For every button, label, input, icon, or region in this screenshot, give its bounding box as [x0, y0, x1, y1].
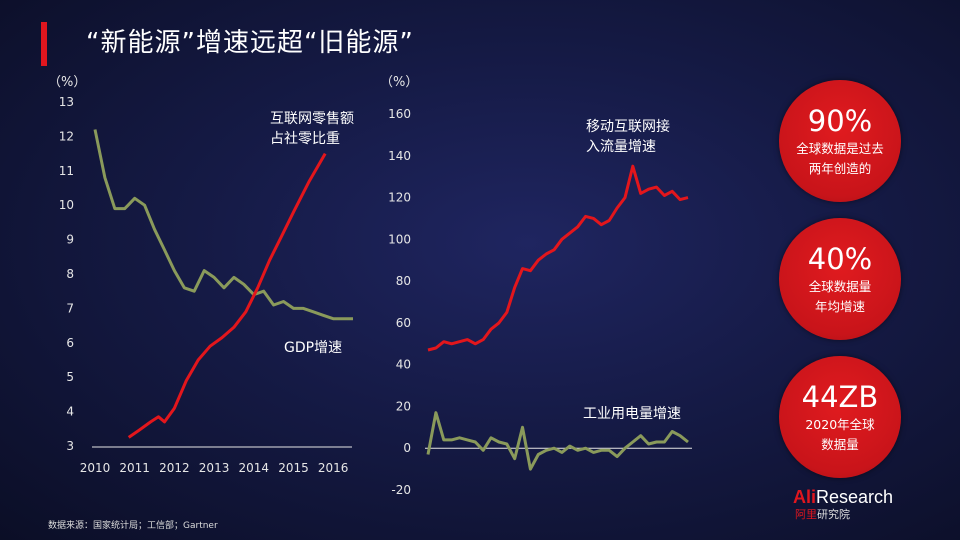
y-tick-label: 4: [66, 405, 74, 419]
logo-suffix: Research: [816, 487, 894, 507]
logo-prefix: Ali: [793, 487, 817, 507]
logo-cn-red: 阿里: [795, 508, 817, 521]
gdp-growth-line: [93, 129, 353, 321]
y-tick-label: 5: [66, 370, 74, 384]
y-tick-label: 20: [396, 399, 411, 413]
stat-circle-2: 40% 全球数据量 年均增速: [779, 218, 901, 340]
y-tick-label: 10: [59, 198, 74, 212]
aliresearch-logo: AliResearch 阿里研究院: [793, 487, 893, 522]
y-tick-label: 140: [388, 149, 411, 163]
logo-cn-rest: 研究院: [817, 508, 850, 521]
mobile-traffic-growth-line: [427, 164, 689, 352]
page-title: “新能源”增速远超“旧能源”: [86, 28, 414, 58]
x-tick-label: 2011: [119, 461, 150, 475]
x-tick-label: 2012: [159, 461, 190, 475]
y-tick-label: 6: [66, 336, 74, 350]
y-tick-label: 0: [403, 441, 411, 455]
stat-label: 全球数据是过去 两年创造的: [796, 141, 884, 176]
y-tick-label: 7: [66, 301, 74, 315]
y-tick-label: 11: [59, 164, 74, 178]
y-tick-label: 80: [396, 274, 411, 288]
y-axis-label: （%）: [48, 75, 86, 90]
y-tick-label: 40: [396, 358, 411, 372]
stat-circle-1: 90% 全球数据是过去 两年创造的: [779, 80, 901, 202]
stat-value: 40%: [807, 242, 873, 276]
y-axis-label: （%）: [380, 75, 418, 90]
series-label-industrial-power: 工业用电量增速: [583, 406, 681, 422]
y-tick-label: 3: [66, 439, 74, 453]
online-retail-share-line: [127, 152, 327, 439]
y-tick-label: 9: [66, 233, 74, 247]
series-label-gdp: GDP增速: [284, 340, 342, 356]
y-tick-label: 12: [59, 129, 74, 143]
y-tick-label: 120: [388, 191, 411, 205]
stat-label: 全球数据量 年均增速: [808, 279, 872, 314]
stat-circle-3: 44ZB 2020年全球 数据量: [779, 356, 901, 478]
title-accent-bar: [41, 22, 47, 66]
stat-value: 44ZB: [801, 380, 879, 414]
y-tick-label: 60: [396, 316, 411, 330]
stat-label: 2020年全球 数据量: [805, 417, 875, 452]
x-tick-label: 2014: [238, 461, 269, 475]
industrial-power-growth-line: [426, 411, 689, 471]
y-tick-label: -20: [391, 483, 411, 497]
y-tick-label: 160: [388, 107, 411, 121]
series-label-mobile-traffic: 移动互联网接入流量增速: [586, 118, 670, 155]
x-tick-label: 2015: [278, 461, 309, 475]
stat-value: 90%: [807, 104, 873, 138]
y-tick-label: 8: [66, 267, 74, 281]
y-tick-label: 13: [59, 95, 74, 109]
data-source-note: 数据来源：国家统计局；工信部；Gartner: [48, 521, 218, 531]
x-tick-label: 2010: [80, 461, 111, 475]
x-tick-label: 2016: [318, 461, 349, 475]
x-tick-label: 2013: [199, 461, 230, 475]
y-tick-label: 100: [388, 232, 411, 246]
series-label-online-retail: 互联网零售额占社零比重: [270, 111, 354, 147]
